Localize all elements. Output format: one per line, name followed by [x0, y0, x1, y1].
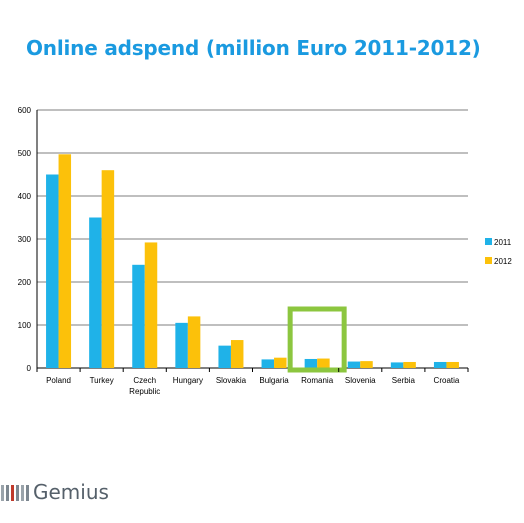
bar-2011-croatia — [433, 361, 447, 368]
x-tick-label: Bulgaria — [259, 376, 289, 385]
x-tick-label: Turkey — [90, 376, 114, 385]
y-tick-label: 300 — [18, 235, 32, 244]
bar-2012-serbia — [403, 361, 416, 368]
y-tick-label: 0 — [27, 364, 32, 373]
bar-2011-czech-republic — [132, 264, 145, 368]
y-tick-label: 100 — [18, 321, 32, 330]
brand-name: Gemius — [33, 480, 109, 504]
bar-2012-bulgaria — [274, 357, 287, 368]
legend-swatch-2012 — [485, 257, 492, 264]
bar-2012-hungary — [187, 316, 201, 368]
bar-2012-slovakia — [230, 340, 244, 368]
bar-2011-turkey — [89, 217, 102, 368]
bar-2011-slovenia — [347, 361, 361, 368]
y-tick-label: 200 — [18, 278, 32, 287]
x-tick-label: Czech — [133, 376, 156, 385]
gemius-logo-icon — [1, 485, 29, 501]
bar-2012-slovenia — [360, 361, 373, 368]
x-tick-label: Hungary — [173, 376, 203, 385]
x-tick-label: Serbia — [392, 376, 416, 385]
bar-2011-hungary — [175, 322, 188, 368]
y-tick-label: 500 — [18, 149, 32, 158]
x-tick-label: Croatia — [434, 376, 460, 385]
bar-2012-czech-republic — [144, 242, 158, 368]
x-tick-label: Slovenia — [345, 376, 376, 385]
legend-label-2012: 2012 — [494, 257, 512, 266]
highlight-box — [287, 306, 347, 373]
bar-2012-romania — [317, 358, 330, 368]
y-tick-label: 400 — [18, 192, 32, 201]
x-tick-label: Poland — [46, 376, 71, 385]
bar-chart: 0 100 200 300 400 500 600 Poland Turkey Czech Repu… — [18, 106, 513, 396]
bar-2012-poland — [58, 154, 72, 368]
bar-2012-croatia — [446, 361, 459, 368]
bar-2012-turkey — [101, 170, 115, 368]
x-tick-label: Slovakia — [216, 376, 247, 385]
bar-2011-serbia — [390, 362, 404, 368]
x-tick-label: Republic — [129, 387, 160, 396]
bar-2011-romania — [304, 358, 318, 368]
bar-2011-bulgaria — [261, 359, 275, 368]
chart-title: Online adspend (million Euro 2011-2012) — [26, 36, 481, 60]
legend-label-2011: 2011 — [494, 238, 512, 247]
bar-2011-poland — [46, 174, 59, 368]
bar-2011-slovakia — [218, 345, 231, 368]
legend-swatch-2011 — [485, 238, 492, 245]
y-tick-label: 600 — [18, 106, 32, 115]
x-tick-label: Romania — [301, 376, 334, 385]
